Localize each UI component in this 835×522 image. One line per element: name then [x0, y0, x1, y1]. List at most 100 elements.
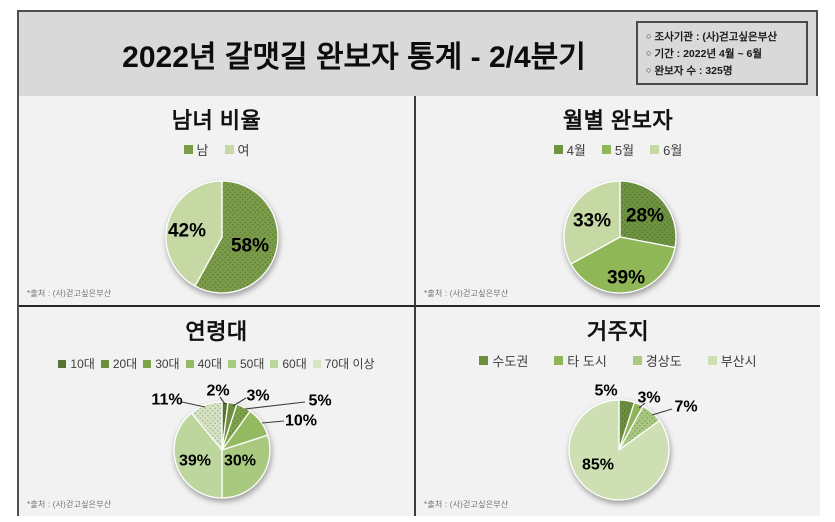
pie-slice: [570, 236, 676, 294]
legend-swatch-icon: [632, 356, 642, 365]
legend-label: 10대: [70, 357, 95, 371]
legend-swatch-icon: [185, 359, 194, 368]
pie-chart-residence: 5% 3% 7% 85%: [568, 383, 698, 501]
legend-item: 40대: [185, 355, 222, 372]
chart-panel-residence: 5% 3% 7% 85% 거주지 수도권 타 도시 경상도 부산시 *출처 : (사)걷고싶…: [416, 307, 820, 516]
label-leader-line: [232, 397, 247, 407]
info-item-text: 완보자 수 : 325명: [654, 64, 733, 77]
legend-swatch-icon: [312, 359, 321, 368]
pie-data-label: 58%: [231, 236, 269, 257]
legend-item: 30대: [143, 355, 180, 372]
label-leader-line: [181, 401, 206, 408]
pie-slice: [194, 180, 279, 294]
chart-panel-age-group: 2% 3% 5% 10% 30% 39% 11% 연령대 10대 20대 30대 40대 50대 60…: [19, 307, 416, 516]
info-item: ○ 완보자 수 : 325명: [646, 63, 800, 79]
legend-label: 여: [237, 143, 250, 158]
legend-label: 4월: [566, 143, 586, 158]
legend-swatch-icon: [650, 145, 660, 154]
legend-swatch-icon: [270, 359, 279, 368]
info-item-text: 조사기관 : (사)걷고싶은부산: [654, 30, 778, 43]
pie-data-label: 28%: [626, 206, 664, 227]
legend-item: 경상도: [632, 351, 682, 370]
pie-slice: [165, 180, 223, 287]
legend-label: 40대: [197, 357, 222, 371]
info-item: ○ 기간 : 2022년 4월 ~ 6월: [646, 46, 800, 62]
legend-label: 부산시: [720, 354, 757, 369]
legend-label: 5월: [614, 143, 635, 158]
legend-item: 10대: [58, 355, 95, 372]
page-title: 2022년 갈맷길 완보자 통계 - 2/4분기: [122, 41, 586, 74]
chart-panel-monthly: 28% 39% 33% 월별 완보자 4월 5월 6월 *출처 : (사)걷고싶은부산: [416, 96, 820, 307]
legend-label: 경상도: [645, 354, 682, 369]
chart-title: 연령대: [185, 319, 248, 344]
label-leader-line: [219, 396, 226, 405]
pie-data-label: 30%: [224, 453, 256, 470]
chart-title: 남녀 비율: [171, 108, 262, 133]
info-item: ○ 조사기관 : (사)걷고싶은부산: [646, 29, 800, 45]
pie-data-label: 39%: [607, 268, 645, 289]
pie-slice: [173, 412, 223, 499]
legend-swatch-icon: [479, 356, 489, 365]
legend-label: 남: [196, 143, 209, 158]
chart-title: 월별 완보자: [562, 108, 674, 133]
pie-data-label: 2%: [206, 383, 229, 400]
infographic-board: 2022년 갈맷길 완보자 통계 - 2/4분기 ○ 조사기관 : (사)걷고싶은…: [17, 10, 820, 516]
legend-item: 60대: [270, 355, 307, 372]
legend-item: 4월: [553, 140, 586, 159]
legend-label: 60대: [282, 357, 307, 371]
legend-item: 수도권: [479, 351, 528, 370]
source-note: *출처 : (사)걷고싶은부산: [27, 289, 112, 298]
legend-label: 70대 이상: [324, 357, 375, 371]
pie-data-label: 10%: [285, 413, 317, 430]
pie-data-label: 42%: [168, 221, 206, 242]
legend-item: 6월: [650, 140, 682, 159]
info-box: ○ 조사기관 : (사)걷고싶은부산 ○ 기간 : 2022년 4월 ~ 6월 ○ 완…: [636, 21, 808, 85]
legend-swatch-icon: [58, 359, 67, 368]
pie-slice: [619, 180, 677, 249]
legend-swatch-icon: [183, 145, 193, 154]
legend-swatch-icon: [227, 359, 236, 368]
legend-label: 20대: [112, 357, 138, 371]
source-note: *출처 : (사)걷고싶은부산: [27, 500, 112, 509]
pie-slice: [568, 399, 670, 501]
legend-item: 5월: [601, 140, 635, 159]
legend: 4월 5월 6월: [416, 140, 820, 159]
legend-item: 남: [183, 140, 209, 159]
legend: 수도권 타 도시 경상도 부산시: [416, 351, 820, 370]
circle-bullet-icon: ○: [646, 47, 652, 58]
pie-data-label: 39%: [179, 453, 211, 470]
legend-swatch-icon: [554, 356, 564, 365]
legend-swatch-icon: [143, 359, 152, 368]
pie-data-label: 3%: [637, 390, 660, 407]
legend: 10대 20대 30대 40대 50대 60대 70대 이상: [19, 355, 414, 372]
legend-swatch-icon: [100, 359, 109, 368]
pie-data-label: 33%: [573, 211, 611, 232]
label-leader-line: [261, 420, 285, 424]
source-note: *출처 : (사)걷고싶은부산: [424, 500, 509, 509]
legend-label: 수도권: [492, 354, 529, 369]
pie-data-label: 7%: [674, 399, 697, 416]
pie-data-label: 5%: [594, 383, 617, 400]
pie-chart-gender: 58% 42%: [165, 180, 279, 294]
header: 2022년 갈맷길 완보자 통계 - 2/4분기 ○ 조사기관 : (사)걷고싶은…: [19, 12, 816, 98]
legend-item: 여: [224, 140, 250, 159]
source-note: *출처 : (사)걷고싶은부산: [424, 289, 509, 298]
legend-label: 30대: [155, 357, 180, 371]
legend-label: 6월: [663, 143, 683, 158]
pie-data-label: 5%: [308, 393, 331, 410]
pie-slice: [563, 180, 621, 265]
legend-swatch-icon: [224, 145, 234, 154]
label-leader-line: [651, 408, 673, 416]
info-item-text: 기간 : 2022년 4월 ~ 6월: [654, 47, 762, 60]
legend-item: 70대 이상: [312, 355, 375, 372]
legend-item: 20대: [100, 355, 138, 372]
pie-data-label: 3%: [246, 388, 269, 405]
pie-chart-age: 2% 3% 5% 10% 30% 39% 11%: [151, 383, 332, 499]
pie-chart-monthly: 28% 39% 33%: [563, 180, 677, 294]
pie-data-label: 85%: [582, 457, 614, 474]
legend-swatch-icon: [601, 145, 611, 154]
legend-label: 타 도시: [567, 354, 607, 369]
